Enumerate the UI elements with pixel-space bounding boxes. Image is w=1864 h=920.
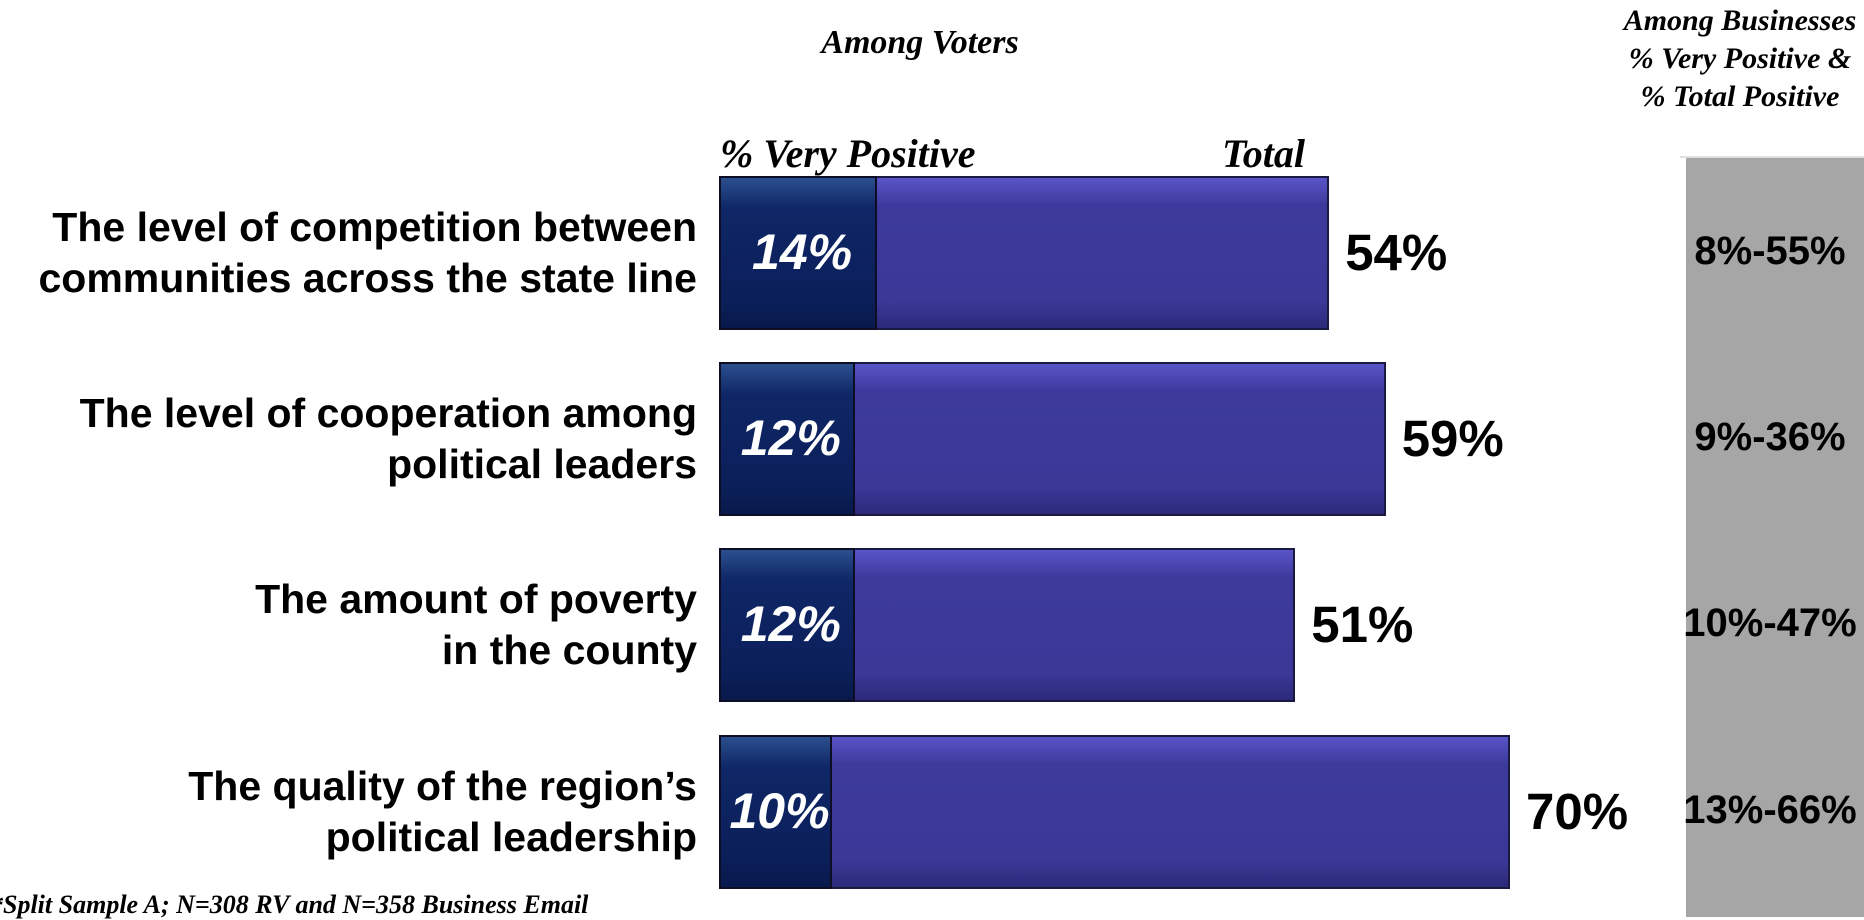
total-data-label: 54% xyxy=(1345,224,1448,281)
category-label: The level of cooperation among political … xyxy=(0,388,697,490)
very-positive-data-label: 12% xyxy=(740,410,841,466)
very-positive-column-header: % Very Positive xyxy=(720,131,976,176)
business-value-label: 8%-55% xyxy=(1694,229,1846,273)
businesses-heading-line1: Among Businesses xyxy=(1623,4,1857,37)
category-label: The amount of poverty in the county xyxy=(0,574,697,676)
business-value-label: 13%-66% xyxy=(1683,788,1857,832)
category-label-line: The quality of the region’s xyxy=(188,763,697,809)
category-label-line: communities across the state line xyxy=(38,255,697,301)
very-positive-data-label: 12% xyxy=(740,596,841,652)
very-positive-bar xyxy=(719,548,855,702)
category-label-line: The level of cooperation among xyxy=(79,390,697,436)
businesses-panel xyxy=(1686,157,1864,917)
category-label: The level of competition between communit… xyxy=(0,202,697,304)
category-label-line: in the county xyxy=(441,627,697,673)
category-label-line: The amount of poverty xyxy=(255,576,697,622)
businesses-heading: Among Businesses % Very Positive & % Tot… xyxy=(1560,2,1864,116)
very-positive-bar xyxy=(719,735,832,889)
category-label: The quality of the region’s political lea… xyxy=(0,761,697,863)
total-data-label: 59% xyxy=(1401,410,1504,467)
business-value-label: 10%-47% xyxy=(1683,601,1857,645)
very-positive-data-label: 10% xyxy=(729,783,830,839)
businesses-panel-divider xyxy=(1680,156,1864,158)
category-label-line: political leaders xyxy=(387,441,697,487)
category-label-line: political leadership xyxy=(325,814,697,860)
total-bar xyxy=(719,735,1510,889)
total-data-label: 51% xyxy=(1311,596,1414,653)
businesses-heading-line2: % Very Positive & xyxy=(1628,42,1852,75)
category-label-line: The level of competition between xyxy=(52,204,697,250)
very-positive-bar xyxy=(719,176,878,330)
business-value-label: 9%-36% xyxy=(1694,415,1846,459)
very-positive-data-label: 14% xyxy=(752,224,853,280)
very-positive-bar xyxy=(719,362,855,516)
footnote: *Split Sample A; N=308 RV and N=358 Busi… xyxy=(0,890,589,919)
total-column-header: Total xyxy=(1222,131,1305,176)
businesses-heading-line3: % Total Positive xyxy=(1640,80,1840,113)
total-data-label: 70% xyxy=(1526,783,1629,840)
voters-heading: Among Voters xyxy=(821,24,1019,61)
